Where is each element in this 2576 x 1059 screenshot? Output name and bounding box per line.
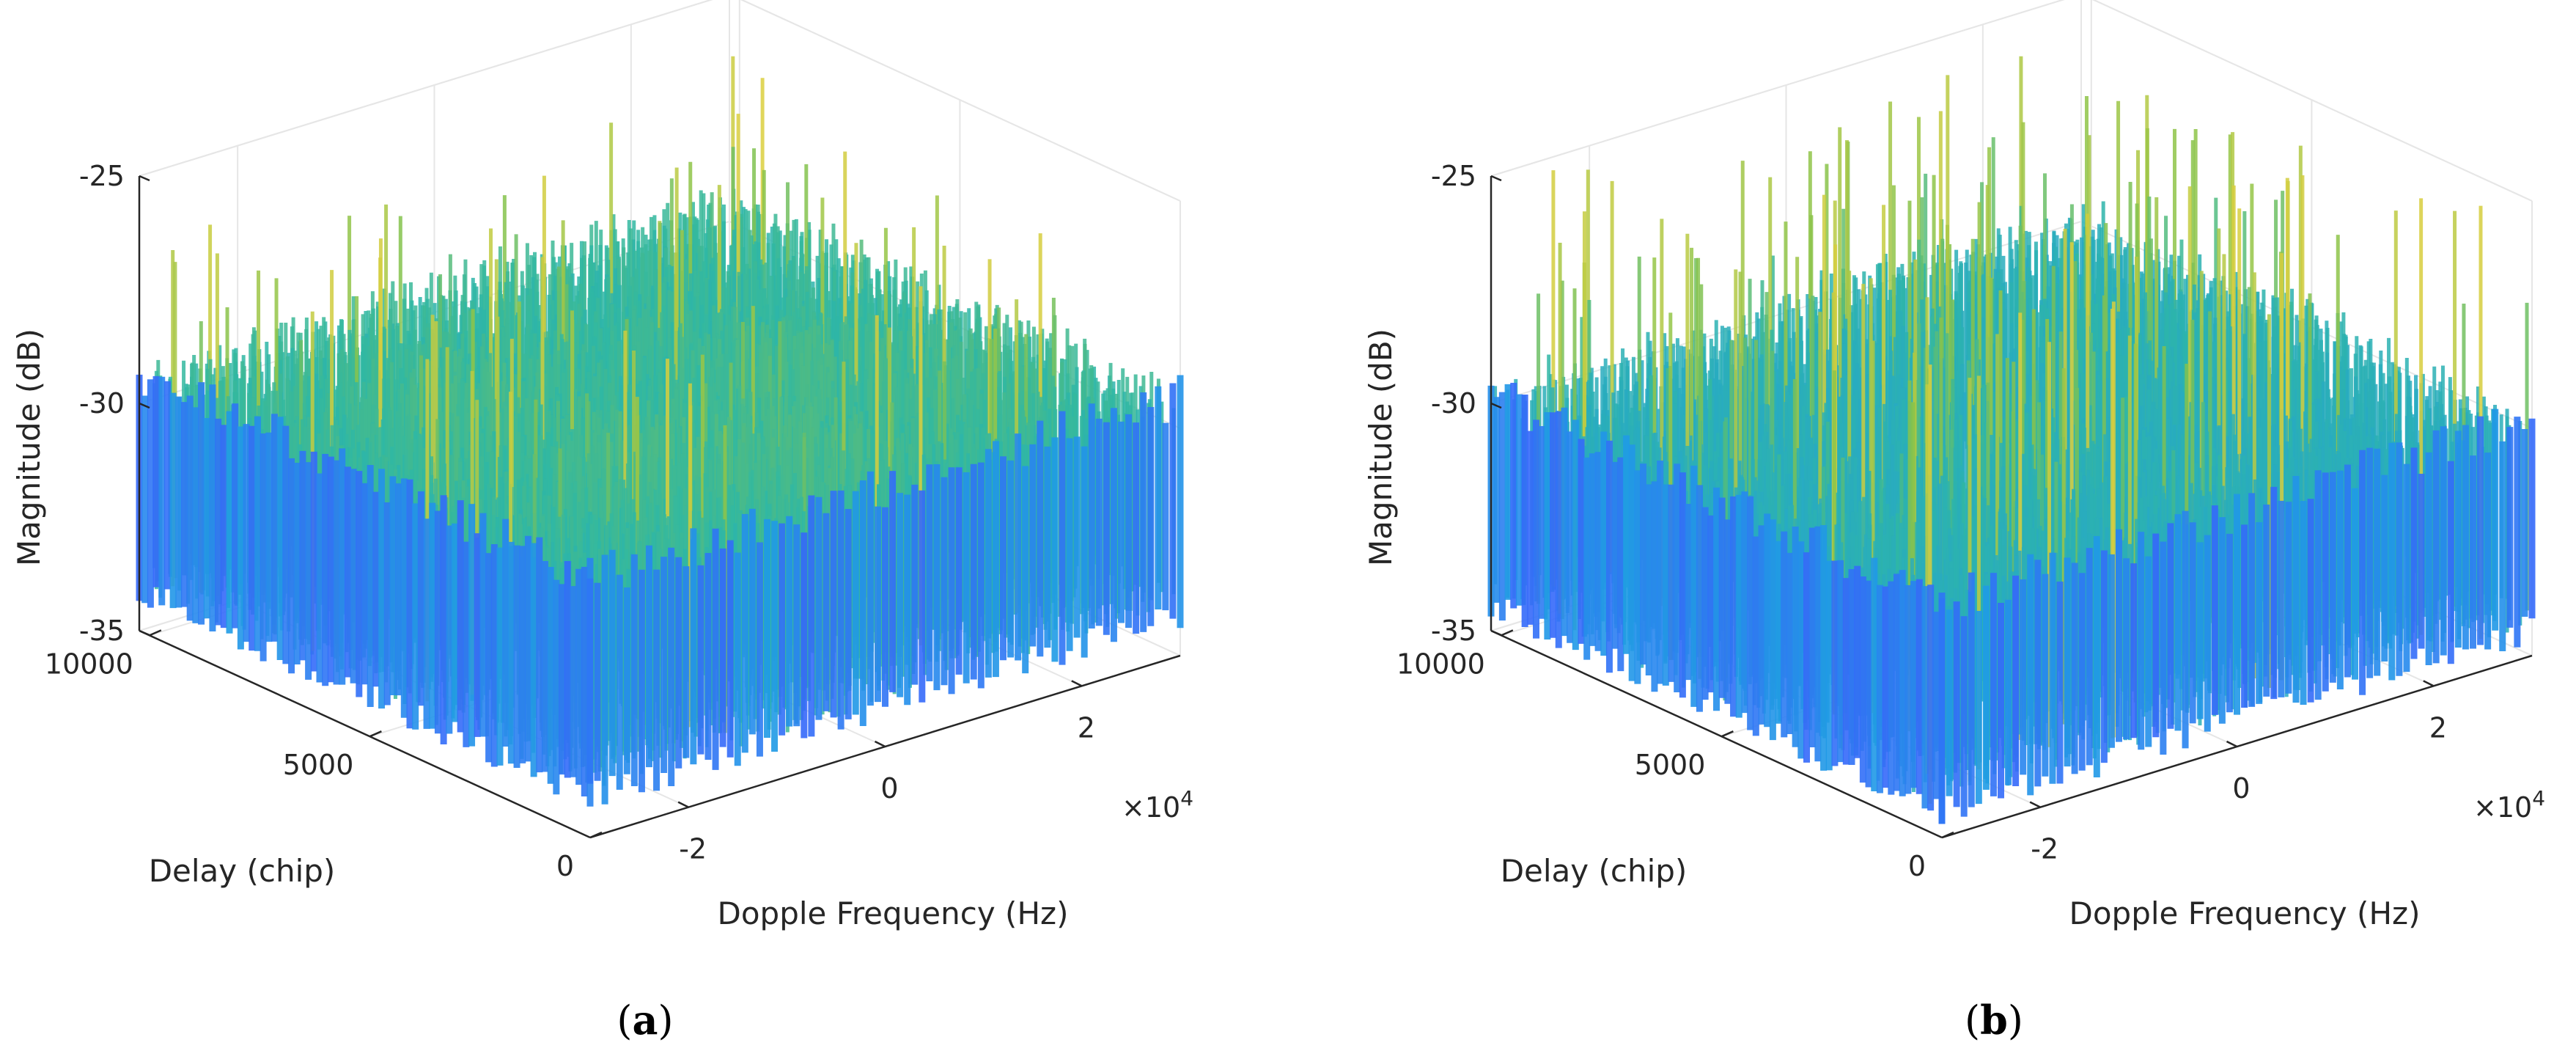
y-tick-mark <box>369 730 382 738</box>
surface-plot-a: -25 -30 -35 0 5000 10000 -2 0 2 ×104 Magnitude (d… <box>11 0 1193 1044</box>
grid-edge <box>740 0 1181 202</box>
y-tick-mark <box>589 831 603 839</box>
tick-labels-a: -25 -30 -35 0 5000 10000 -2 0 2 ×104 <box>45 160 1193 882</box>
x-tick-label: 0 <box>880 772 898 805</box>
y-axis-line <box>139 629 591 839</box>
z-tick-mark <box>139 402 150 409</box>
x-tick-label: -2 <box>679 833 707 865</box>
z-tick-mark <box>139 175 150 182</box>
grid-line-z <box>2092 0 2533 202</box>
axes-a <box>138 175 1181 839</box>
z-axis-label-a: Magnitude (dB) <box>11 329 47 566</box>
y-tick-label: 0 <box>556 850 574 882</box>
x-tick-mark <box>677 801 689 808</box>
y-axis-label-a: Delay (chip) <box>149 853 336 889</box>
x-tick-label: 2 <box>1078 711 1095 744</box>
surface-a <box>136 56 1184 807</box>
panel-label-a: (a) <box>617 997 673 1044</box>
x-tick-mark <box>874 740 886 748</box>
y-tick-label: 5000 <box>283 749 354 781</box>
x-axis-label-a: Dopple Frequency (Hz) <box>718 895 1069 931</box>
y-tick-mark <box>149 629 162 637</box>
z-tick-label: -35 <box>79 615 125 647</box>
z-tick-label: -25 <box>79 160 125 192</box>
x-tick-mark <box>1071 680 1083 687</box>
x-exponent-label: ×104 <box>1122 786 1193 824</box>
grid-line-z <box>740 0 1181 202</box>
surface-b <box>1487 56 2536 824</box>
z-tick-label: -30 <box>79 387 125 419</box>
panel-letter-a: a <box>633 997 658 1044</box>
z-tick-mark <box>139 629 150 637</box>
y-tick-label: 10000 <box>45 648 133 680</box>
